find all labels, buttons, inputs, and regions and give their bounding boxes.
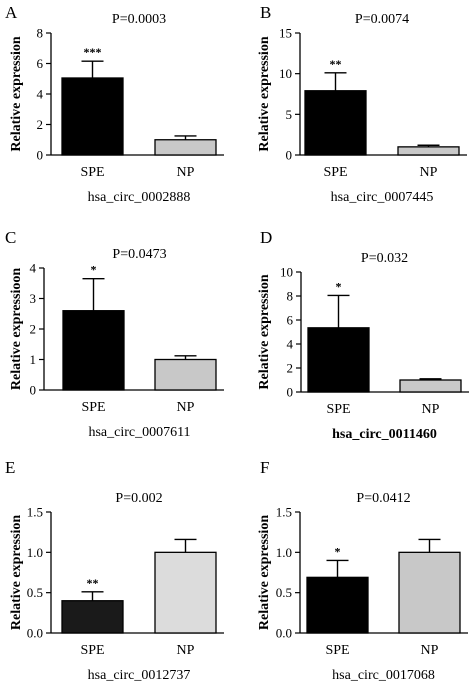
- x-category-label: NP: [177, 165, 195, 180]
- y-tick-label: 0.5: [27, 585, 43, 600]
- panel-letter: B: [260, 3, 271, 22]
- p-value: P=0.002: [115, 491, 162, 506]
- x-category-label: NP: [421, 643, 439, 658]
- y-axis-label: Relative expression: [9, 36, 24, 151]
- y-tick-label: 0.0: [27, 626, 43, 641]
- bar-spe: [304, 90, 367, 156]
- p-value: P=0.0473: [112, 247, 166, 262]
- bar-spe: [61, 600, 124, 634]
- bar-np: [398, 551, 461, 634]
- y-tick-label: 0: [287, 385, 294, 400]
- x-category-label: NP: [177, 643, 195, 658]
- y-tick-label: 0: [37, 148, 44, 163]
- y-tick-label: 2: [37, 117, 44, 132]
- y-tick-label: 1: [30, 352, 37, 367]
- y-tick-label: 0.5: [276, 585, 292, 600]
- p-value: P=0.0074: [355, 12, 409, 27]
- x-category-label: SPE: [80, 165, 104, 180]
- y-axis-label: Relative expression: [257, 36, 272, 151]
- bar-np: [397, 146, 460, 156]
- y-tick-label: 1.0: [276, 545, 292, 560]
- bar-np: [154, 551, 217, 634]
- y-axis-label: Relative expression: [257, 515, 272, 630]
- y-tick-label: 1.5: [27, 505, 43, 520]
- y-tick-label: 0: [30, 383, 37, 398]
- gene-label: hsa_circ_0017068: [332, 668, 435, 683]
- x-category-label: SPE: [323, 165, 347, 180]
- gene-label: hsa_circ_0012737: [88, 668, 191, 683]
- y-tick-label: 15: [279, 26, 292, 41]
- y-tick-label: 6: [287, 313, 294, 328]
- significance-marker: ***: [84, 45, 102, 59]
- y-tick-label: 2: [30, 322, 37, 337]
- panel-letter: E: [5, 458, 15, 477]
- bar-spe: [62, 310, 125, 391]
- y-tick-label: 4: [37, 87, 44, 102]
- y-tick-label: 6: [37, 56, 44, 71]
- p-value: P=0.032: [361, 251, 408, 266]
- significance-marker: *: [335, 544, 341, 558]
- x-category-label: NP: [420, 165, 438, 180]
- significance-marker: **: [330, 57, 342, 71]
- panel-d: D P=0.032 0 2 4 6 8 10 Relative expression * SPE NP…: [257, 228, 469, 442]
- gene-label: hsa_circ_0011460: [332, 427, 437, 442]
- significance-marker: *: [91, 263, 97, 277]
- bar-spe: [306, 576, 369, 634]
- bar-np: [154, 358, 217, 391]
- y-tick-label: 5: [286, 107, 293, 122]
- panel-c: C P=0.0473 0 1 2 3 4 Relative expressioon * SPE NP…: [5, 228, 224, 440]
- y-axis-label: Relative expression: [9, 515, 24, 630]
- panel-f: F P=0.0412 0.0 0.5 1.0 1.5 Relative expression…: [257, 458, 468, 683]
- bar-np: [154, 139, 217, 156]
- y-tick-label: 0.0: [276, 626, 292, 641]
- panel-b: B P=0.0074 0 5 10 15 Relative expression ** SPE N…: [257, 3, 467, 205]
- y-tick-label: 10: [279, 66, 292, 81]
- gene-label: hsa_circ_0002888: [88, 190, 191, 205]
- y-tick-label: 8: [287, 289, 294, 304]
- x-category-label: NP: [422, 402, 440, 417]
- y-tick-label: 2: [287, 361, 294, 376]
- y-axis-label: Relative expressioon: [9, 268, 24, 390]
- x-category-label: SPE: [81, 400, 105, 415]
- y-tick-label: 10: [280, 265, 293, 280]
- bar-spe: [307, 327, 370, 393]
- panel-letter: A: [5, 3, 18, 22]
- significance-marker: *: [336, 279, 342, 293]
- y-tick-label: 4: [30, 261, 37, 276]
- y-tick-label: 1.5: [276, 505, 292, 520]
- y-tick-label: 1.0: [27, 545, 43, 560]
- y-tick-label: 0: [286, 148, 293, 163]
- significance-marker: **: [87, 576, 99, 590]
- panel-letter: D: [260, 228, 272, 247]
- x-category-label: SPE: [326, 402, 350, 417]
- x-category-label: SPE: [325, 643, 349, 658]
- bar-np: [399, 379, 462, 393]
- y-axis-label: Relative expression: [257, 274, 272, 389]
- bar-spe: [61, 77, 124, 156]
- gene-label: hsa_circ_0007611: [88, 425, 190, 440]
- panel-letter: C: [5, 228, 16, 247]
- y-tick-label: 8: [37, 26, 44, 41]
- y-tick-label: 4: [287, 337, 294, 352]
- gene-label: hsa_circ_0007445: [331, 190, 434, 205]
- p-value: P=0.0003: [112, 12, 166, 27]
- p-value: P=0.0412: [356, 491, 410, 506]
- x-category-label: SPE: [80, 643, 104, 658]
- x-category-label: NP: [177, 400, 195, 415]
- panel-a: A P=0.0003 0 2 4 6 8 Relative expression *** SPE N…: [5, 3, 224, 205]
- y-tick-label: 3: [30, 291, 37, 306]
- panel-letter: F: [260, 458, 269, 477]
